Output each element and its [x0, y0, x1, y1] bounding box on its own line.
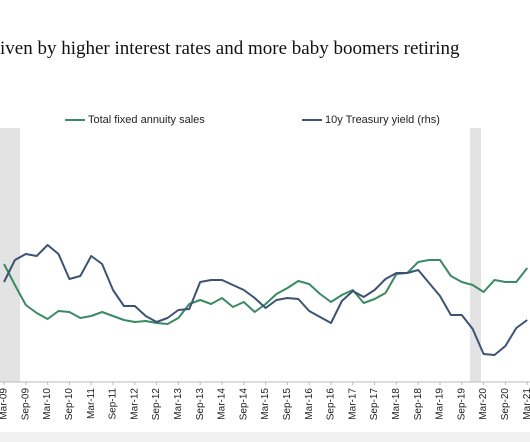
x-tick-label: Mar-12 [129, 388, 140, 420]
x-tick-label: Mar-11 [86, 388, 97, 419]
x-tick-label: Sep-12 [151, 388, 162, 421]
x-tick-label: Mar-13 [173, 388, 184, 420]
x-tick-label: Sep-16 [326, 388, 337, 421]
x-tick-label: Sep-10 [64, 388, 75, 421]
x-tick-label: Sep-09 [20, 388, 31, 421]
x-tick-label: Sep-15 [282, 388, 293, 421]
legend-label: Total fixed annuity sales [88, 114, 205, 126]
recession-shade [0, 128, 20, 382]
series-line [3, 259, 528, 325]
x-tick-label: Sep-19 [456, 388, 467, 421]
x-tick-label: Sep-17 [369, 388, 380, 421]
x-tick-label: Sep-20 [500, 388, 511, 421]
chart-title: iven by higher interest rates and more b… [0, 38, 460, 59]
x-tick-label: Mar-10 [42, 388, 53, 420]
x-tick-label: Mar-17 [347, 388, 358, 420]
x-tick-label: Sep-13 [195, 388, 206, 421]
x-tick-label: Mar-18 [391, 388, 402, 420]
x-tick-label: Mar-09 [0, 388, 10, 420]
recession-shade [470, 128, 481, 382]
x-tick-label: Mar-15 [260, 388, 271, 420]
footer-strip [0, 432, 530, 442]
series-line [3, 244, 528, 356]
x-tick-label: Sep-18 [413, 388, 424, 421]
x-tick-label: Mar-21 [522, 388, 530, 420]
x-tick-label: Mar-16 [304, 388, 315, 420]
legend-label: 10y Treasury yield (rhs) [325, 114, 440, 126]
x-tick-label: Mar-19 [435, 388, 446, 420]
x-tick-label: Mar-14 [217, 388, 228, 420]
x-tick-label: Mar-20 [478, 388, 489, 420]
x-tick-label: Sep-11 [108, 388, 119, 420]
x-tick-label: Sep-14 [238, 388, 249, 421]
